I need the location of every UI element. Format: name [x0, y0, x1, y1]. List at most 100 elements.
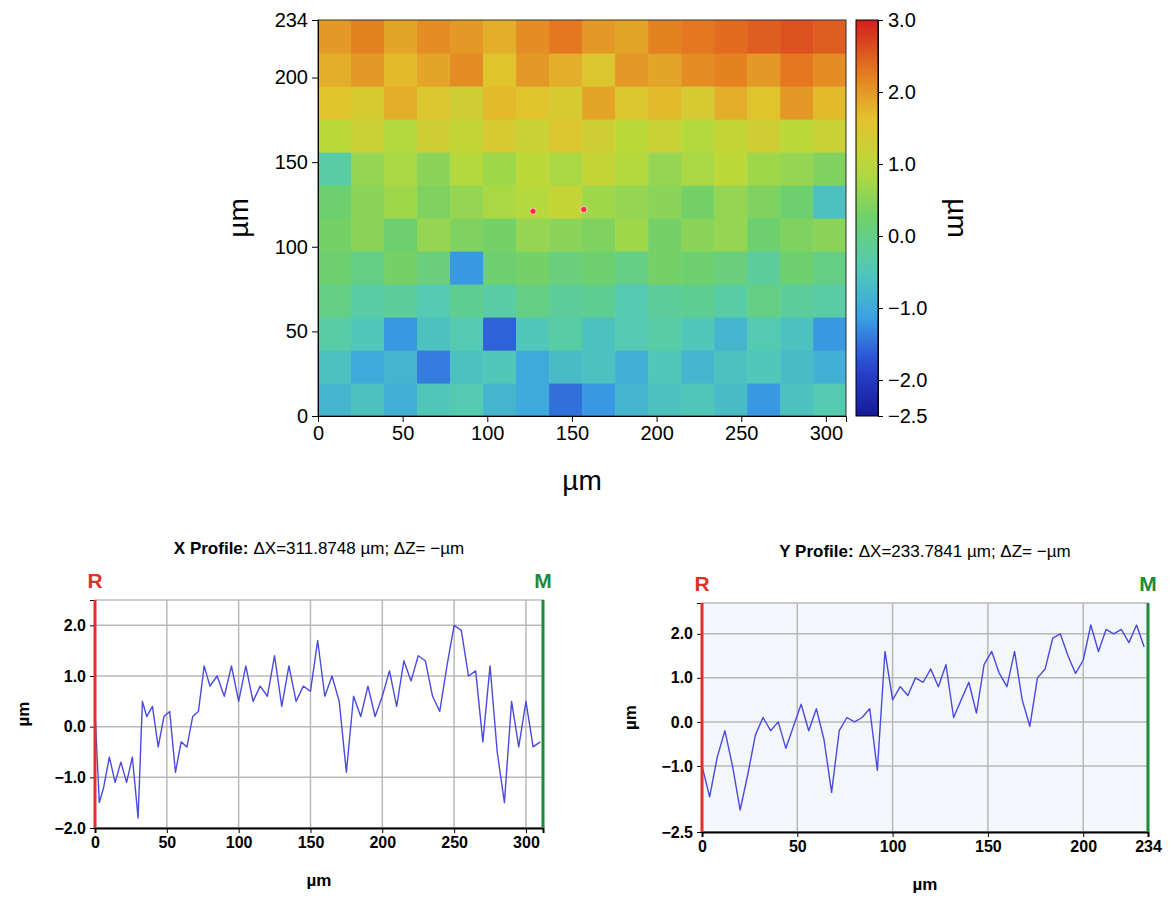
y-axis-title: µm	[621, 705, 640, 730]
y-axis-tick: 2.0	[64, 617, 95, 634]
heatmap-cell	[318, 350, 352, 384]
heatmap-cell	[615, 251, 649, 285]
tick-label: 200	[1070, 838, 1097, 855]
grid	[702, 603, 1148, 832]
colorbar-axis-tick: 0.0	[878, 225, 916, 247]
x-axis: 050100150200250300	[313, 416, 847, 444]
heatmap-cell	[648, 86, 682, 120]
tick-mark	[878, 164, 883, 165]
x-axis-line	[319, 417, 847, 423]
tick-label: 234	[275, 9, 308, 31]
heatmap-cell	[615, 218, 649, 252]
heatmap-cell	[318, 119, 352, 153]
heatmap-cell	[450, 350, 484, 384]
heatmap-cell	[780, 20, 814, 54]
heatmap-cell	[516, 284, 550, 318]
heatmap-cell	[351, 383, 385, 416]
heatmap-cell	[417, 53, 451, 87]
heatmap-cell	[615, 20, 649, 54]
heatmap-cell	[450, 218, 484, 252]
tick-label: 50	[158, 834, 176, 851]
heatmap-cell	[417, 317, 451, 351]
tick-mark	[312, 247, 318, 248]
cursor-label: R	[694, 572, 709, 595]
heatmap-cell	[813, 119, 846, 153]
heatmap-cell	[780, 185, 814, 219]
heatmap-cell	[384, 350, 418, 384]
heatmap-cell	[582, 53, 616, 87]
heatmap-cell	[450, 152, 484, 186]
subtitle-text: ΔX=233.7841 µm; ΔZ= −µm	[859, 542, 1071, 561]
heatmap-cell	[780, 53, 814, 87]
heatmap-cell	[813, 284, 846, 318]
heatmap-cell	[450, 317, 484, 351]
heatmap-cell	[615, 317, 649, 351]
heatmap-cell	[318, 185, 352, 219]
y-axis-tick: −1.0	[54, 769, 95, 786]
marker-point	[581, 206, 587, 212]
heatmap-cell	[417, 20, 451, 54]
tick-label: −1.0	[661, 758, 693, 775]
heatmap-cell	[516, 53, 550, 87]
heatmap-cell	[582, 86, 616, 120]
tick-mark	[312, 20, 318, 21]
heatmap-cell	[714, 152, 748, 186]
heatmap-cell	[384, 185, 418, 219]
heatmap-cell	[813, 383, 846, 416]
heatmap-cell	[516, 317, 550, 351]
heatmap-cell	[714, 284, 748, 318]
tick-mark	[312, 416, 318, 417]
y-axis-tick: 50	[286, 320, 318, 342]
tick-label: −2.0	[54, 820, 86, 837]
heatmap-cell	[813, 251, 846, 285]
tick-label: 50	[392, 422, 414, 444]
heatmap-cell	[615, 53, 649, 87]
heatmap-cell	[318, 86, 352, 120]
heatmap-cell	[351, 119, 385, 153]
heatmap-cell	[681, 218, 715, 252]
heatmap-cell	[714, 119, 748, 153]
heatmap-cell	[714, 53, 748, 87]
heatmap-cell	[516, 185, 550, 219]
tick-label: 1.0	[888, 153, 916, 175]
heatmap-cell	[681, 86, 715, 120]
x-axis-tick: 300	[810, 416, 843, 444]
heatmap-cell	[483, 53, 517, 87]
tick-mark	[403, 416, 404, 422]
heatmap-cell	[384, 251, 418, 285]
heatmap-cell	[318, 152, 352, 186]
heatmap-cell	[648, 20, 682, 54]
y-axis-line	[312, 21, 319, 417]
heatmap-cell	[417, 251, 451, 285]
heatmap-cell	[582, 350, 616, 384]
heatmap-cell	[417, 185, 451, 219]
y-axis-tick: 0.0	[671, 714, 702, 731]
x-axis-title: µm	[562, 465, 601, 496]
heatmap-cell	[483, 218, 517, 252]
tick-label: −1.0	[54, 769, 86, 786]
heatmap-cell	[747, 185, 781, 219]
cursor-line	[1147, 603, 1150, 832]
tick-mark	[90, 828, 95, 829]
heatmap-cell	[780, 251, 814, 285]
profile-line	[702, 625, 1144, 810]
tick-mark	[988, 832, 989, 837]
y-axis-tick: 234	[275, 9, 318, 31]
heatmap-cell	[450, 383, 484, 416]
profile-line	[95, 625, 540, 818]
tick-mark	[826, 416, 827, 422]
tick-label: 200	[369, 834, 396, 851]
heatmap-cell	[351, 284, 385, 318]
x-axis-tick: 250	[441, 828, 468, 851]
x-axis-tick: 50	[392, 416, 414, 444]
heatmap-cell	[714, 350, 748, 384]
colorbar-axis-tick: −2.0	[878, 369, 927, 391]
heatmap-cell	[516, 383, 550, 416]
heatmap-cell	[549, 152, 583, 186]
cursor-line	[94, 600, 97, 828]
x-axis-tick: 50	[789, 832, 807, 855]
tick-label: 2.0	[671, 625, 693, 642]
x-axis-tick: 150	[975, 832, 1002, 855]
heatmap-cell	[681, 251, 715, 285]
heatmap-cell	[681, 383, 715, 416]
